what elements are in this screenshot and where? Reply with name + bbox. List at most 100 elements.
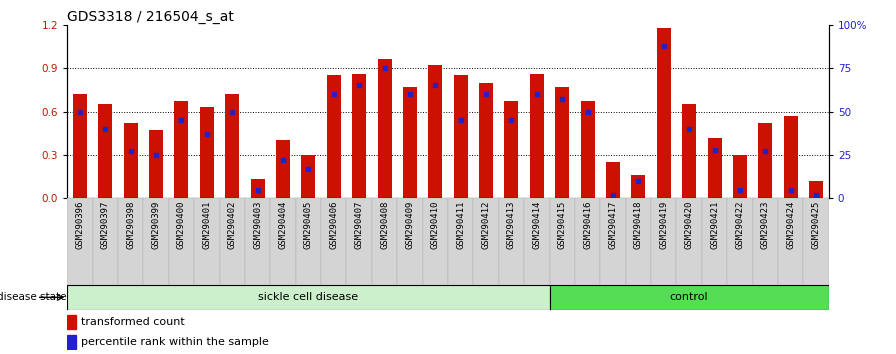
Text: GSM290407: GSM290407 [355, 201, 364, 249]
Bar [175, 101, 188, 198]
Bar [352, 74, 366, 198]
Bar [245, 198, 271, 285]
Bar [479, 82, 493, 198]
Text: GSM290403: GSM290403 [253, 201, 263, 249]
Bar [251, 179, 264, 198]
Bar [499, 198, 524, 285]
Text: GSM290406: GSM290406 [329, 201, 339, 249]
Bar [225, 94, 239, 198]
Bar [194, 198, 220, 285]
Text: GSM290424: GSM290424 [786, 201, 796, 249]
Bar [347, 198, 372, 285]
Bar [200, 107, 214, 198]
Bar [276, 141, 290, 198]
Bar [143, 198, 168, 285]
Text: GSM290400: GSM290400 [177, 201, 186, 249]
Bar [473, 198, 499, 285]
Text: GSM290399: GSM290399 [151, 201, 160, 249]
Bar [67, 315, 76, 329]
Bar [168, 198, 194, 285]
Bar [804, 198, 829, 285]
Bar [504, 101, 519, 198]
Bar [124, 123, 138, 198]
Text: GSM290425: GSM290425 [812, 201, 821, 249]
Text: control: control [670, 292, 709, 302]
Text: GSM290415: GSM290415 [557, 201, 567, 249]
Text: GSM290422: GSM290422 [736, 201, 745, 249]
Text: sickle cell disease: sickle cell disease [258, 292, 358, 302]
Bar [524, 198, 549, 285]
Text: GSM290401: GSM290401 [202, 201, 211, 249]
Text: GSM290418: GSM290418 [633, 201, 643, 249]
Text: GDS3318 / 216504_s_at: GDS3318 / 216504_s_at [67, 10, 234, 24]
Bar [448, 198, 473, 285]
Text: disease state: disease state [0, 292, 66, 302]
Bar [67, 198, 92, 285]
Bar [676, 198, 702, 285]
Bar [67, 285, 549, 310]
Text: GSM290411: GSM290411 [456, 201, 465, 249]
Bar [327, 75, 340, 198]
Bar [625, 198, 651, 285]
Bar [73, 94, 87, 198]
Bar [220, 198, 245, 285]
Bar [271, 198, 296, 285]
Bar [92, 198, 118, 285]
Bar [453, 75, 468, 198]
Bar [657, 28, 671, 198]
Bar [778, 198, 804, 285]
Bar [321, 198, 347, 285]
Bar [149, 130, 163, 198]
Bar [549, 198, 575, 285]
Bar [118, 198, 143, 285]
Bar [606, 162, 620, 198]
Bar [99, 104, 112, 198]
Bar [733, 155, 747, 198]
Bar [372, 198, 397, 285]
Bar [702, 198, 728, 285]
Text: GSM290416: GSM290416 [583, 201, 592, 249]
Bar [549, 285, 829, 310]
Bar [296, 198, 321, 285]
Bar [682, 104, 696, 198]
Text: GSM290405: GSM290405 [304, 201, 313, 249]
Text: GSM290404: GSM290404 [279, 201, 288, 249]
Bar [809, 181, 823, 198]
Bar [753, 198, 778, 285]
Text: GSM290408: GSM290408 [380, 201, 389, 249]
Bar [428, 65, 443, 198]
Text: GSM290410: GSM290410 [431, 201, 440, 249]
Text: GSM290417: GSM290417 [608, 201, 617, 249]
Bar [397, 198, 423, 285]
Text: GSM290423: GSM290423 [761, 201, 770, 249]
Text: GSM290409: GSM290409 [405, 201, 415, 249]
Text: GSM290420: GSM290420 [685, 201, 694, 249]
Bar [632, 175, 645, 198]
Bar [600, 198, 625, 285]
Bar [67, 335, 76, 348]
Text: GSM290413: GSM290413 [507, 201, 516, 249]
Text: GSM290419: GSM290419 [659, 201, 668, 249]
Text: GSM290398: GSM290398 [126, 201, 135, 249]
Text: GSM290396: GSM290396 [75, 201, 84, 249]
Bar [784, 116, 797, 198]
Text: GSM290397: GSM290397 [100, 201, 110, 249]
Bar [556, 87, 569, 198]
Text: transformed count: transformed count [81, 318, 185, 327]
Bar [575, 198, 600, 285]
Text: GSM290402: GSM290402 [228, 201, 237, 249]
Bar [728, 198, 753, 285]
Bar [377, 59, 392, 198]
Bar [423, 198, 448, 285]
Text: GSM290412: GSM290412 [481, 201, 491, 249]
Bar [708, 137, 721, 198]
Bar [581, 101, 595, 198]
Bar [530, 74, 544, 198]
Bar [651, 198, 676, 285]
Bar [758, 123, 772, 198]
Text: GSM290414: GSM290414 [532, 201, 541, 249]
Bar [403, 87, 417, 198]
Text: GSM290421: GSM290421 [710, 201, 719, 249]
Bar [301, 155, 315, 198]
Text: percentile rank within the sample: percentile rank within the sample [81, 337, 269, 347]
